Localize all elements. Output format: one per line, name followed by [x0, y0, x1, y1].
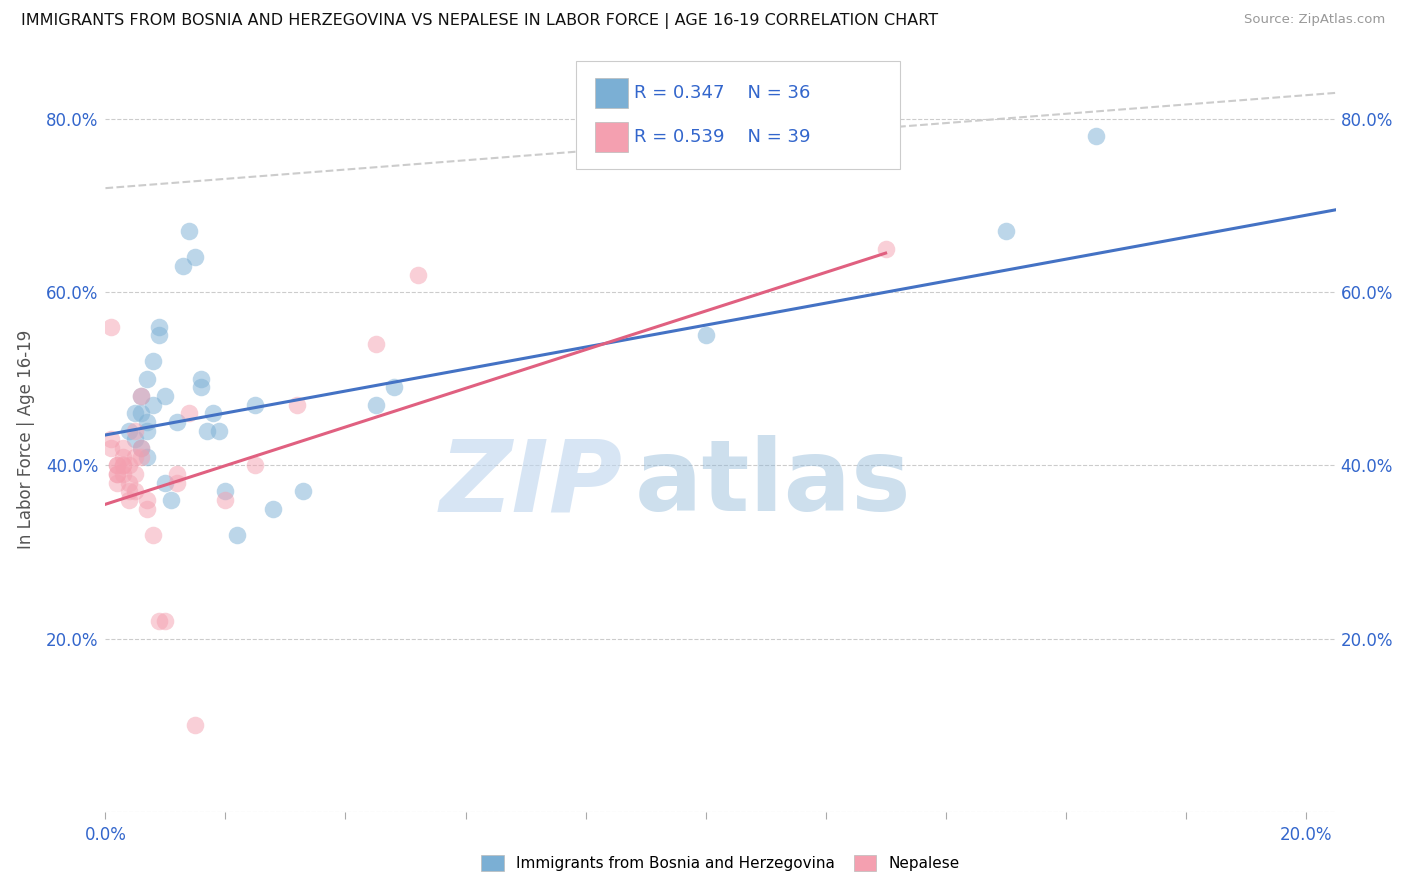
Point: [142, 398, 165, 412]
Text: IMMIGRANTS FROM BOSNIA AND HERZEGOVINA VS NEPALESE IN LABOR FORCE | AGE 16-19 CO: IMMIGRANTS FROM BOSNIA AND HERZEGOVINA V…: [21, 13, 938, 29]
Point: [136, 415, 159, 429]
Point: [172, 259, 194, 273]
Point: [292, 484, 315, 499]
Point: [287, 398, 309, 412]
Point: [112, 467, 135, 481]
Point: [695, 328, 717, 343]
Point: [184, 251, 207, 265]
Point: [155, 475, 177, 490]
Point: [148, 328, 170, 343]
Point: [118, 458, 141, 473]
Point: [112, 450, 135, 464]
Point: [202, 406, 225, 420]
Point: [136, 424, 159, 438]
Text: R = 0.347    N = 36: R = 0.347 N = 36: [634, 84, 810, 102]
Point: [263, 501, 285, 516]
Point: [124, 424, 146, 438]
Text: R = 0.539    N = 39: R = 0.539 N = 39: [634, 128, 811, 146]
Point: [118, 492, 141, 507]
Point: [166, 415, 188, 429]
Point: [406, 268, 429, 282]
Point: [160, 492, 183, 507]
Point: [875, 242, 897, 256]
Point: [107, 475, 129, 490]
Point: [131, 389, 153, 403]
Point: [166, 467, 188, 481]
Point: [100, 441, 122, 455]
Point: [245, 458, 267, 473]
Point: [245, 398, 267, 412]
Point: [118, 424, 141, 438]
Point: [131, 441, 153, 455]
Point: [226, 527, 249, 541]
Point: [179, 406, 201, 420]
Point: [190, 372, 212, 386]
Point: [112, 441, 135, 455]
Point: [124, 450, 146, 464]
Point: [131, 406, 153, 420]
Point: [148, 319, 170, 334]
Point: [190, 380, 212, 394]
Point: [124, 433, 146, 447]
Point: [364, 337, 387, 351]
Point: [184, 718, 207, 732]
Point: [112, 458, 135, 473]
Point: [107, 467, 129, 481]
Point: [100, 319, 122, 334]
Point: [142, 527, 165, 541]
Point: [131, 389, 153, 403]
Point: [124, 467, 146, 481]
Point: [382, 380, 405, 394]
Point: [142, 354, 165, 368]
Point: [214, 484, 236, 499]
Point: [107, 458, 129, 473]
Point: [136, 492, 159, 507]
Point: [179, 224, 201, 238]
Point: [124, 406, 146, 420]
Point: [166, 475, 188, 490]
Point: [994, 224, 1017, 238]
Text: atlas: atlas: [634, 435, 911, 533]
Point: [131, 441, 153, 455]
Point: [118, 484, 141, 499]
Point: [118, 475, 141, 490]
Point: [155, 614, 177, 628]
Point: [208, 424, 231, 438]
Point: [131, 450, 153, 464]
Point: [136, 450, 159, 464]
Point: [136, 372, 159, 386]
Point: [100, 433, 122, 447]
Point: [364, 398, 387, 412]
Legend: Immigrants from Bosnia and Herzegovina, Nepalese: Immigrants from Bosnia and Herzegovina, …: [481, 855, 960, 871]
Y-axis label: In Labor Force | Age 16-19: In Labor Force | Age 16-19: [17, 330, 35, 549]
Point: [214, 492, 236, 507]
Point: [155, 389, 177, 403]
Point: [197, 424, 219, 438]
Point: [1084, 129, 1107, 144]
Point: [136, 501, 159, 516]
Text: Source: ZipAtlas.com: Source: ZipAtlas.com: [1244, 13, 1385, 27]
Point: [107, 458, 129, 473]
Text: ZIP: ZIP: [439, 435, 621, 533]
Point: [112, 458, 135, 473]
Point: [124, 484, 146, 499]
Point: [148, 614, 170, 628]
Point: [107, 467, 129, 481]
